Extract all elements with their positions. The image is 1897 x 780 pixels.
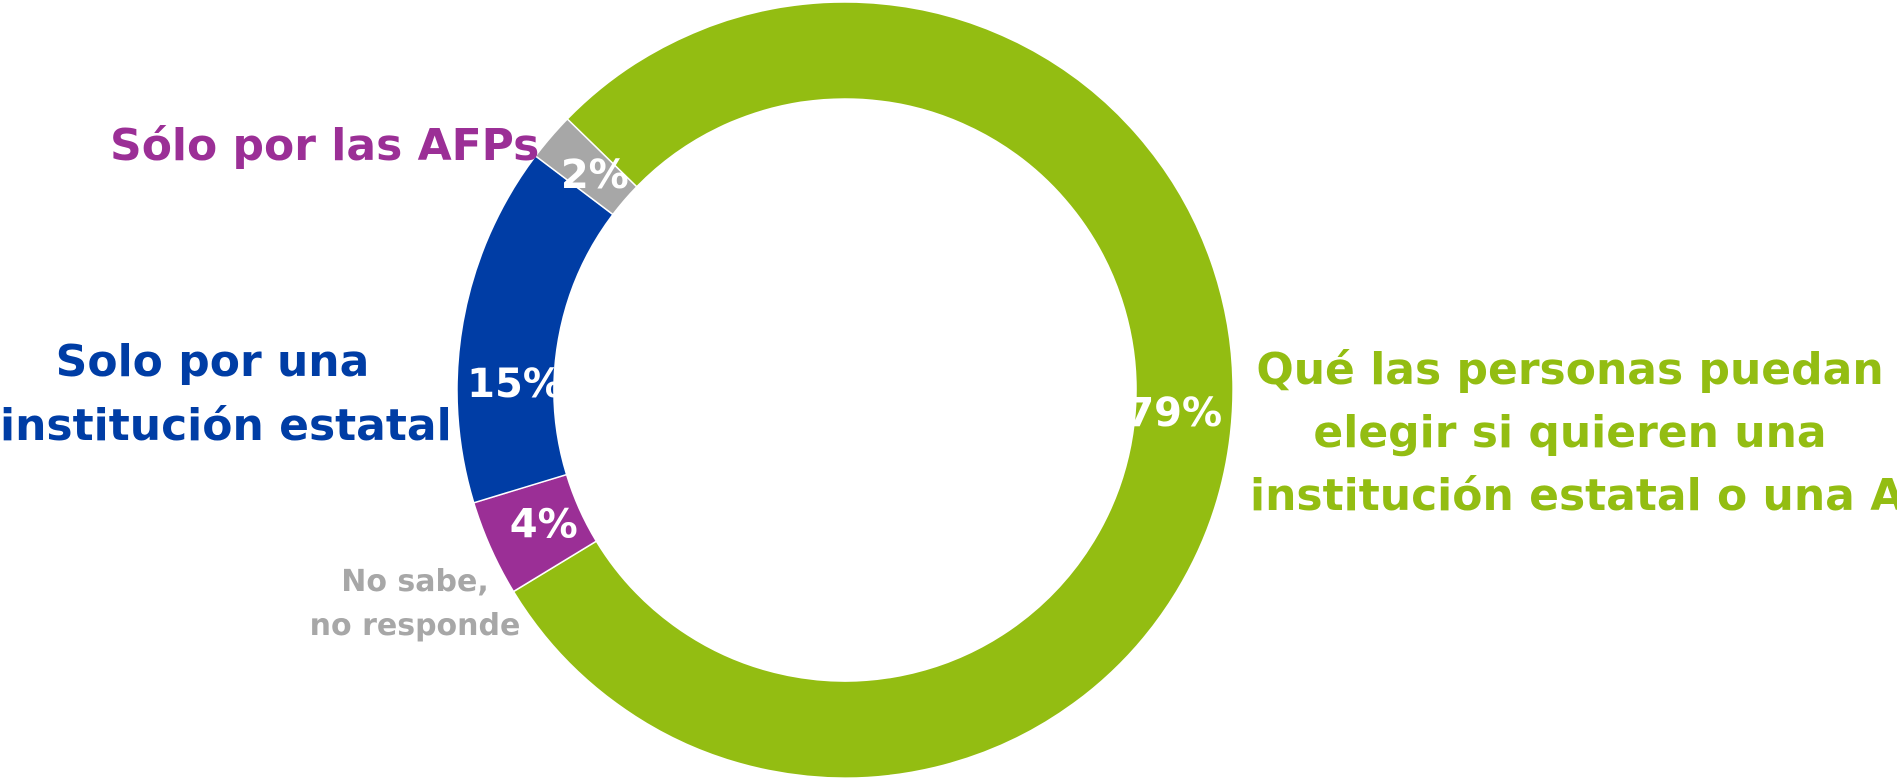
data-label-no-answer: 2%	[561, 152, 629, 198]
category-label-line: Solo por una	[55, 336, 370, 387]
category-label-line: Sólo por las AFPs	[110, 120, 540, 171]
category-label-no-answer: No sabe, no responde	[300, 560, 530, 648]
category-label-line: elegir si quieren una	[1313, 407, 1827, 458]
category-label-line: institución estatal	[0, 400, 452, 451]
donut-slice-state-only	[456, 154, 614, 504]
category-label-choice: Qué las personas puedan elegir si quiere…	[1250, 338, 1897, 527]
data-label-afp-only: 4%	[510, 502, 578, 548]
category-label-line: institución estatal o una AFP	[1250, 470, 1897, 521]
data-label-choice: 79%	[1126, 390, 1222, 436]
category-label-afp-only: Sólo por las AFPs	[110, 118, 539, 174]
donut-slice-choice	[512, 1, 1234, 779]
data-label-state-only: 15%	[467, 361, 563, 407]
category-label-line: no responde	[309, 608, 521, 643]
donut-slice-no-answer	[534, 117, 638, 216]
category-label-line: No sabe,	[341, 564, 489, 599]
category-label-state-only: Solo por una institución estatal	[0, 330, 452, 458]
category-label-line: Qué las personas puedan	[1256, 344, 1884, 395]
